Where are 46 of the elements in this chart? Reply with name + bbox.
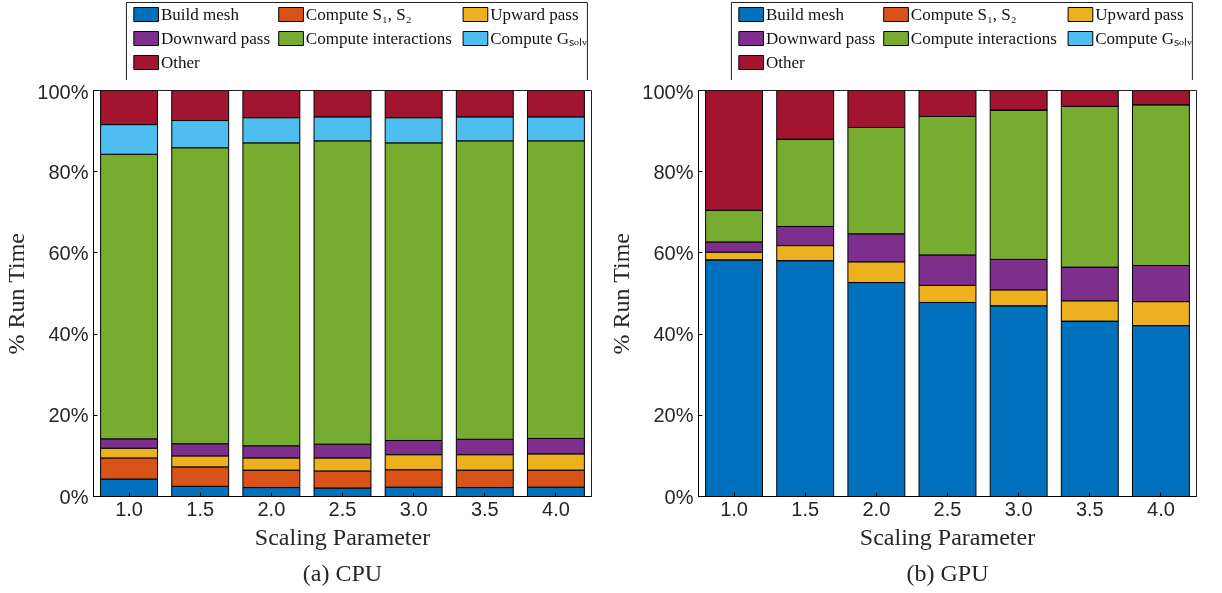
legend-label: Downward pass (766, 29, 876, 48)
y-tick-label: 20% (653, 404, 694, 427)
y-tick-label: 40% (653, 323, 694, 346)
legend-label: Upward pass (1095, 5, 1184, 24)
x-tick-label: 1.5 (186, 497, 215, 520)
legend-label: Compute S₁, S₂ (910, 5, 1017, 24)
y-tick-label: 100% (37, 80, 89, 103)
y-tick-label: 0% (664, 485, 694, 508)
x-tick-label: 3.5 (470, 497, 499, 520)
legend-label: Compute Gₛₒₗᵥ (1095, 29, 1194, 48)
y-tick-label: 60% (48, 241, 89, 264)
x-axis-title: Scaling Parameter (859, 523, 1036, 550)
legend-label: Compute S₁, S₂ (305, 5, 412, 24)
x-tick-label: 3.0 (399, 497, 428, 520)
x-tick-label: 2.0 (862, 497, 891, 520)
y-tick-label: 100% (642, 80, 694, 103)
x-tick-label: 2.5 (933, 497, 962, 520)
legend-label: Downward pass (161, 29, 271, 48)
legend-label: Compute interactions (305, 29, 452, 48)
y-tick-label: 80% (653, 160, 694, 183)
x-tick-label: 1.0 (720, 497, 748, 520)
y-tick-label: 20% (48, 404, 89, 427)
legend-label: Compute interactions (910, 29, 1057, 48)
legend-label: Build mesh (161, 5, 240, 24)
x-tick-label: 4.0 (542, 497, 570, 520)
x-tick-label: 3.5 (1075, 497, 1104, 520)
x-tick-label: 2.0 (257, 497, 286, 520)
text: (a) CPU (302, 559, 383, 586)
x-tick-label: 2.5 (328, 497, 357, 520)
legend-label: Compute Gₛₒₗᵥ (490, 29, 589, 48)
y-tick-label: 40% (48, 323, 89, 346)
legend-label: Other (766, 53, 806, 72)
y-axis-title: % Run Time (608, 233, 635, 355)
y-axis-title: % Run Time (3, 233, 30, 355)
x-tick-label: 4.0 (1147, 497, 1175, 520)
x-tick-label: 1.0 (115, 497, 143, 520)
x-tick-label: 1.5 (791, 497, 820, 520)
x-axis-title: Scaling Parameter (254, 523, 431, 550)
legend-label: Upward pass (490, 5, 579, 24)
legend-label: Build mesh (766, 5, 845, 24)
y-tick-label: 80% (48, 160, 89, 183)
legend-label: Other (161, 53, 201, 72)
x-tick-label: 3.0 (1004, 497, 1033, 520)
y-tick-label: 60% (653, 241, 694, 264)
text: (b) GPU (906, 559, 989, 586)
y-tick-label: 0% (59, 485, 89, 508)
